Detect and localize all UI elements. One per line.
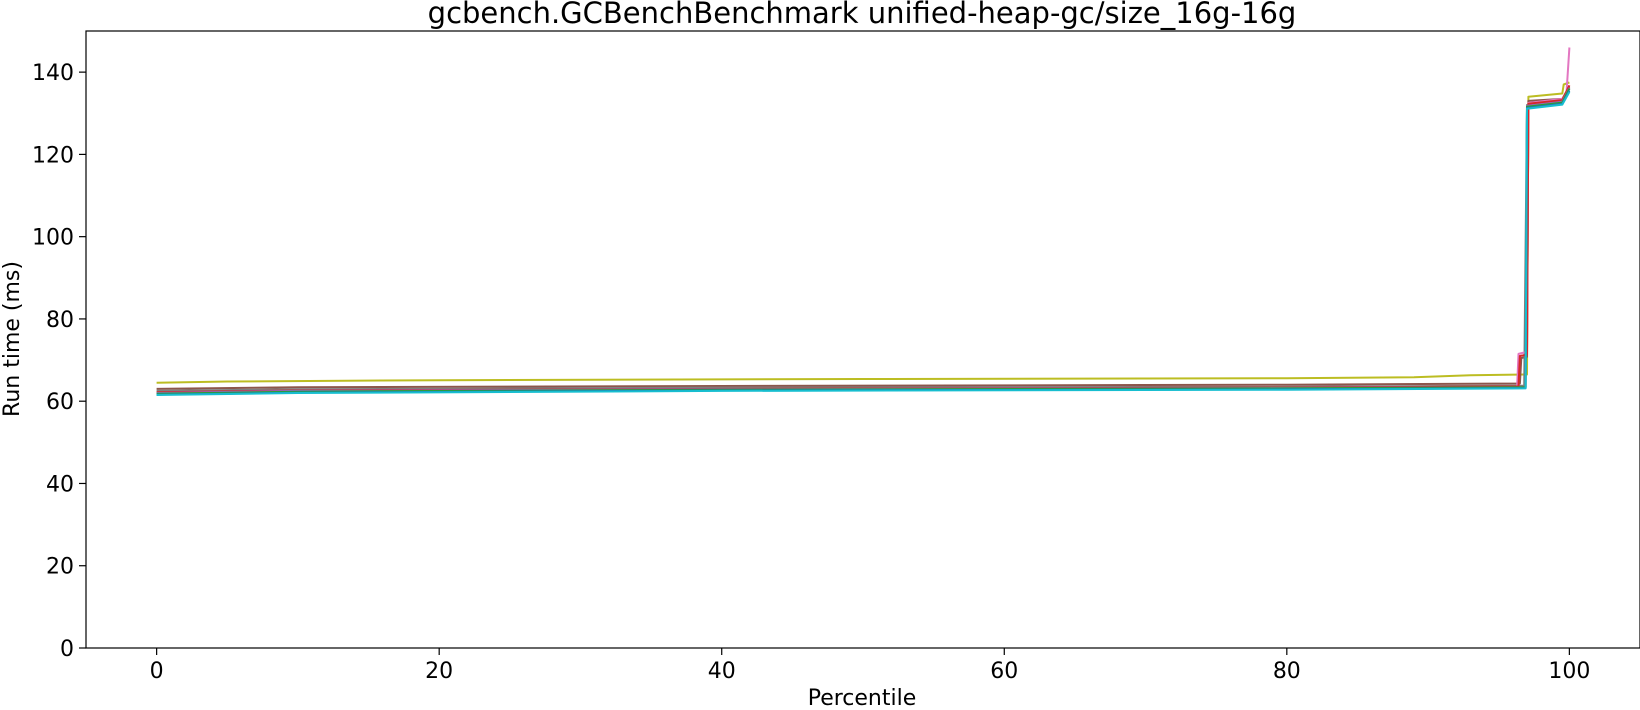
series-line-4 — [156, 47, 1571, 394]
x-axis-label: Percentile — [808, 686, 917, 710]
series-line-1 — [156, 81, 1570, 384]
series-line-5 — [156, 84, 1571, 394]
y-tick-label: 140 — [32, 61, 74, 86]
series-line-2 — [156, 86, 1571, 390]
y-tick-label: 20 — [46, 555, 74, 580]
series-line-6 — [156, 87, 1571, 394]
y-tick-label: 60 — [46, 390, 74, 415]
x-axis: 0 20 40 60 80 100 — [150, 648, 1590, 684]
chart-title: gcbench.GCBenchBenchmark unified-heap-gc… — [428, 0, 1297, 30]
x-tick-label: 60 — [990, 659, 1018, 684]
y-tick-label: 0 — [60, 637, 74, 662]
y-tick-label: 40 — [46, 472, 74, 497]
x-tick-label: 80 — [1273, 659, 1301, 684]
x-tick-label: 100 — [1548, 659, 1590, 684]
x-tick-label: 40 — [708, 659, 736, 684]
x-tick-label: 20 — [425, 659, 453, 684]
series-line-9 — [156, 91, 1571, 396]
series-line-7 — [156, 88, 1571, 395]
y-tick-label: 120 — [32, 143, 74, 168]
series-line-3 — [156, 88, 1571, 392]
y-tick-label: 80 — [46, 308, 74, 333]
y-axis-label: Run time (ms) — [0, 261, 25, 417]
series-layer — [156, 47, 1571, 396]
x-tick-label: 0 — [150, 659, 164, 684]
series-line-8 — [156, 90, 1571, 396]
plot-frame — [85, 30, 1640, 649]
y-tick-label: 100 — [32, 226, 74, 251]
y-axis: 0 20 40 60 80 100 120 140 — [32, 61, 86, 662]
